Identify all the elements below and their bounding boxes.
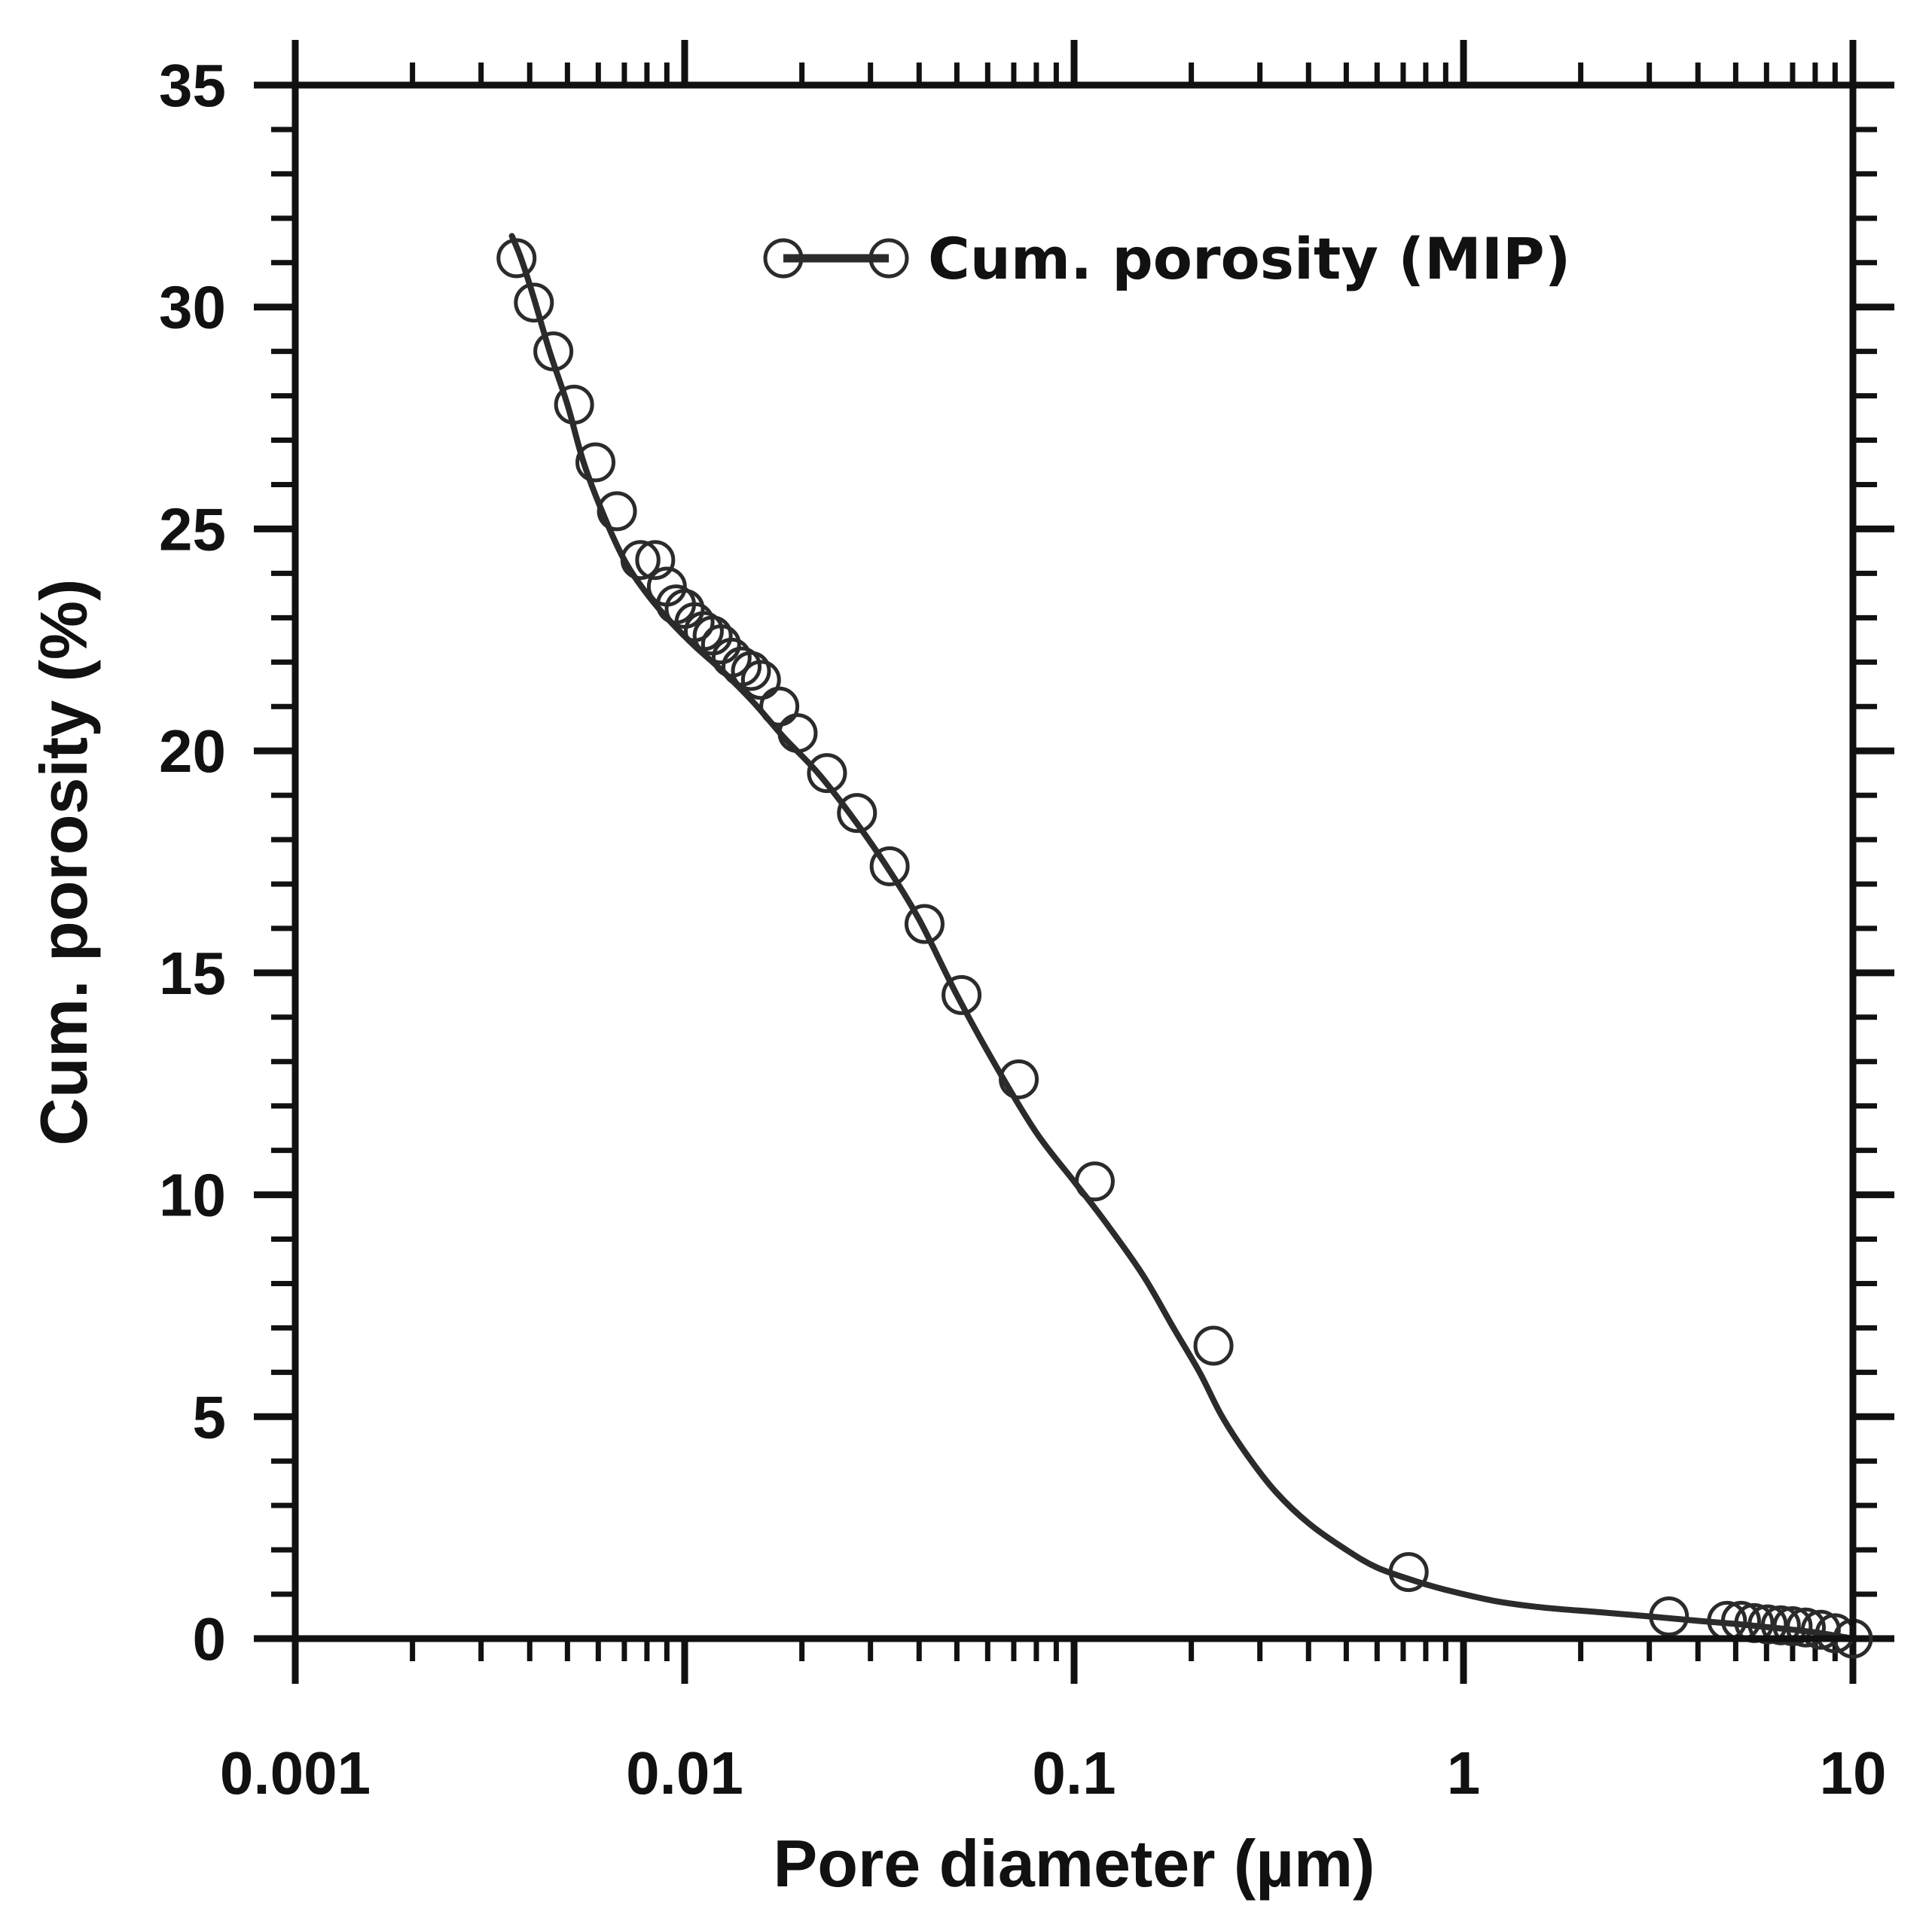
data-point bbox=[575, 442, 616, 483]
legend: Cum. porosity (MIP) bbox=[763, 225, 1570, 292]
data-point bbox=[731, 651, 771, 691]
x-tick-label: 0.1 bbox=[1032, 1740, 1116, 1807]
data-point bbox=[1388, 1552, 1429, 1593]
data-point bbox=[533, 331, 574, 372]
y-tick-label: 30 bbox=[159, 274, 226, 341]
data-point bbox=[1785, 1607, 1826, 1648]
data-point bbox=[496, 238, 537, 279]
data-point bbox=[807, 753, 847, 794]
y-tick-label: 15 bbox=[159, 940, 226, 1007]
x-tick-label: 10 bbox=[1820, 1740, 1887, 1807]
y-tick-label: 0 bbox=[193, 1605, 227, 1672]
data-point bbox=[635, 540, 676, 581]
data-point bbox=[554, 384, 594, 425]
data-point bbox=[700, 624, 741, 665]
tick-labels-layer: 0.001 0.01 0.1 1 10 0 5 10 15 20 25 30 35 bbox=[159, 52, 1886, 1807]
data-point bbox=[1649, 1596, 1689, 1637]
y-tick-label: 25 bbox=[159, 495, 226, 563]
data-point bbox=[597, 491, 637, 532]
y-tick-label: 20 bbox=[159, 718, 226, 785]
data-point bbox=[620, 540, 661, 581]
data-point bbox=[1074, 1161, 1115, 1202]
ticks-layer bbox=[254, 40, 1894, 1684]
markers-layer bbox=[496, 238, 1873, 1659]
data-point bbox=[904, 904, 945, 944]
data-point bbox=[869, 846, 910, 886]
y-tick-label: 5 bbox=[193, 1383, 227, 1450]
y-tick-label: 35 bbox=[159, 52, 226, 119]
data-point bbox=[942, 974, 982, 1015]
legend-label: Cum. porosity (MIP) bbox=[928, 225, 1570, 292]
plot-frame bbox=[291, 81, 1857, 1642]
data-point bbox=[759, 686, 800, 727]
x-axis-title: Pore diameter (µm) bbox=[774, 1826, 1375, 1901]
legend-marker-left bbox=[763, 238, 804, 279]
data-point bbox=[740, 660, 781, 700]
y-axis-title: Cum. porosity (%) bbox=[26, 579, 101, 1146]
legend-marker-right bbox=[868, 238, 909, 279]
data-point bbox=[1760, 1605, 1801, 1645]
data-point bbox=[1747, 1604, 1788, 1645]
y-tick-label: 10 bbox=[159, 1162, 226, 1229]
data-point bbox=[777, 713, 818, 754]
data-point bbox=[837, 793, 877, 834]
series-line-cum-porosity bbox=[508, 233, 1856, 1642]
x-tick-label: 0.01 bbox=[626, 1740, 743, 1807]
data-point bbox=[1772, 1605, 1813, 1646]
data-point bbox=[1193, 1325, 1234, 1366]
x-tick-label: 0.001 bbox=[220, 1740, 371, 1807]
x-tick-label: 1 bbox=[1447, 1740, 1481, 1807]
data-point bbox=[514, 282, 554, 323]
data-point bbox=[999, 1059, 1039, 1099]
